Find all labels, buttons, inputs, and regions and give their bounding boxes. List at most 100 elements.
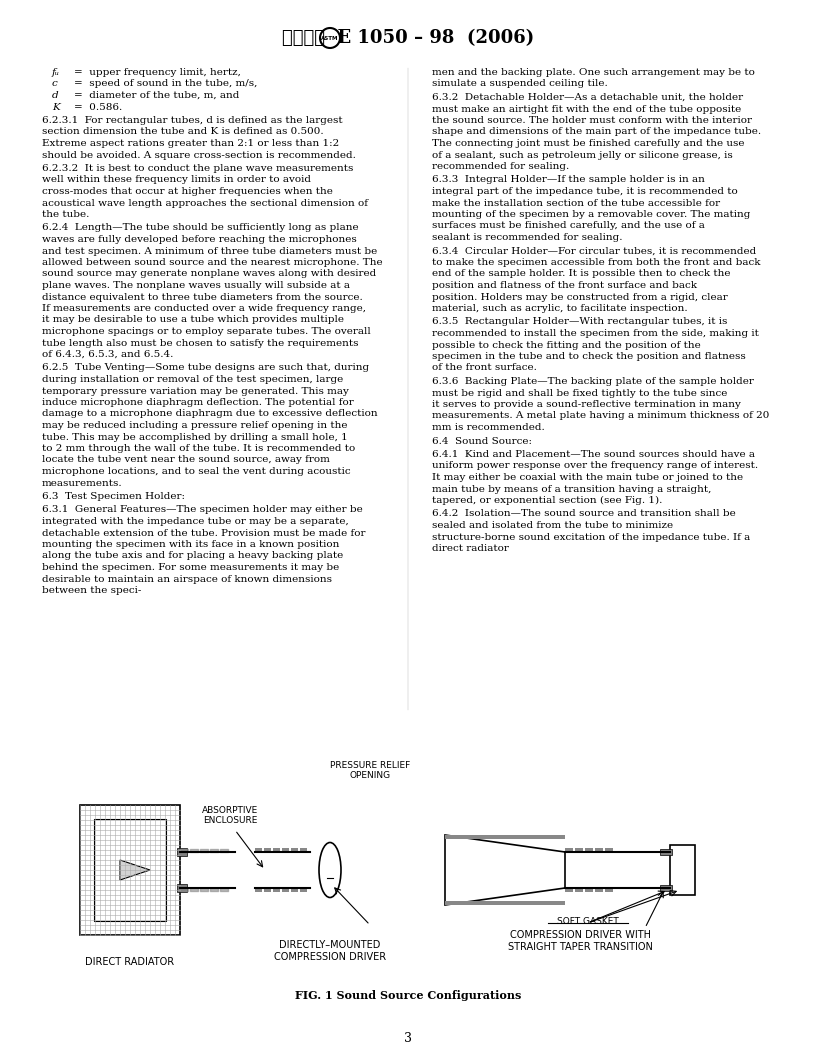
Text: sealant is recommended for sealing.: sealant is recommended for sealing. <box>432 233 623 242</box>
Bar <box>264 848 271 852</box>
Text: =  diameter of the tube, m, and: = diameter of the tube, m, and <box>74 91 239 100</box>
Text: Extreme aspect rations greater than 2:1 or less than 1:2: Extreme aspect rations greater than 2:1 … <box>42 139 339 148</box>
Text: of the front surface.: of the front surface. <box>432 363 537 373</box>
Text: section dimension the tube and K is defined as 0.500.: section dimension the tube and K is defi… <box>42 128 324 136</box>
Text: measurements.: measurements. <box>42 478 122 488</box>
Bar <box>94 819 166 921</box>
Text: direct radiator: direct radiator <box>432 544 509 553</box>
Polygon shape <box>120 860 150 880</box>
Text: possible to check the fitting and the position of the: possible to check the fitting and the po… <box>432 340 701 350</box>
Text: tube length also must be chosen to satisfy the requirements: tube length also must be chosen to satis… <box>42 339 358 347</box>
Text: 3: 3 <box>404 1032 412 1044</box>
Text: of 6.4.3, 6.5.3, and 6.5.4.: of 6.4.3, 6.5.3, and 6.5.4. <box>42 350 173 359</box>
Bar <box>177 884 187 892</box>
Text: c: c <box>52 79 58 89</box>
Bar <box>565 848 573 852</box>
Text: cross-modes that occur at higher frequencies when the: cross-modes that occur at higher frequen… <box>42 187 333 196</box>
Text: 6.3.5  Rectangular Holder—With rectangular tubes, it is: 6.3.5 Rectangular Holder—With rectangula… <box>432 318 727 326</box>
Text: 6.2.3.1  For rectangular tubes, d is defined as the largest: 6.2.3.1 For rectangular tubes, d is defi… <box>42 116 343 125</box>
Text: locate the tube vent near the sound source, away from: locate the tube vent near the sound sour… <box>42 455 330 465</box>
Text: DIRECT RADIATOR: DIRECT RADIATOR <box>86 957 175 967</box>
Text: must be rigid and shall be fixed tightly to the tube since: must be rigid and shall be fixed tightly… <box>432 389 727 397</box>
Text: should be avoided. A square cross-section is recommended.: should be avoided. A square cross-sectio… <box>42 151 356 159</box>
Bar <box>565 888 573 892</box>
Text: mounting of the specimen by a removable cover. The mating: mounting of the specimen by a removable … <box>432 210 751 219</box>
Bar <box>255 888 262 892</box>
Text: position and flatness of the front surface and back: position and flatness of the front surfa… <box>432 281 697 290</box>
Text: ABSORPTIVE
ENCLOSURE: ABSORPTIVE ENCLOSURE <box>202 806 258 825</box>
Text: 6.2.3.2  It is best to conduct the plane wave measurements: 6.2.3.2 It is best to conduct the plane … <box>42 164 353 173</box>
Text: =  upper frequency limit, hertz,: = upper frequency limit, hertz, <box>74 68 241 77</box>
Bar <box>575 848 583 852</box>
Text: ASTM: ASTM <box>322 36 339 40</box>
Text: waves are fully developed before reaching the microphones: waves are fully developed before reachin… <box>42 235 357 244</box>
Text: damage to a microphone diaphragm due to excessive deflection: damage to a microphone diaphragm due to … <box>42 410 378 418</box>
Bar <box>585 888 593 892</box>
Text: acoustical wave length approaches the sectional dimension of: acoustical wave length approaches the se… <box>42 199 368 207</box>
Bar <box>445 901 565 905</box>
Bar <box>595 888 603 892</box>
Bar <box>291 888 298 892</box>
Text: well within these frequency limits in order to avoid: well within these frequency limits in or… <box>42 175 311 185</box>
Text: temporary pressure variation may be generated. This may: temporary pressure variation may be gene… <box>42 386 349 396</box>
Bar <box>585 848 593 852</box>
Text: COMPRESSION DRIVER WITH
STRAIGHT TAPER TRANSITION: COMPRESSION DRIVER WITH STRAIGHT TAPER T… <box>508 930 653 951</box>
Bar <box>282 888 289 892</box>
Text: ⒶⓈⓉⒼ  E 1050 – 98  (2006): ⒶⓈⓉⒼ E 1050 – 98 (2006) <box>282 29 534 48</box>
Text: of a sealant, such as petroleum jelly or silicone grease, is: of a sealant, such as petroleum jelly or… <box>432 151 733 159</box>
Text: DIRECTLY–MOUNTED
COMPRESSION DRIVER: DIRECTLY–MOUNTED COMPRESSION DRIVER <box>274 941 386 962</box>
Text: integral part of the impedance tube, it is recommended to: integral part of the impedance tube, it … <box>432 187 738 196</box>
Text: mounting the specimen with its face in a known position: mounting the specimen with its face in a… <box>42 540 339 549</box>
Text: to 2 mm through the wall of the tube. It is recommended to: to 2 mm through the wall of the tube. It… <box>42 444 355 453</box>
Text: 6.3.6  Backing Plate—The backing plate of the sample holder: 6.3.6 Backing Plate—The backing plate of… <box>432 377 754 386</box>
Text: microphone spacings or to employ separate tubes. The overall: microphone spacings or to employ separat… <box>42 327 370 336</box>
Bar <box>660 849 672 855</box>
Bar <box>660 885 672 891</box>
Text: SOFT GASKET: SOFT GASKET <box>557 917 619 926</box>
Bar <box>273 888 280 892</box>
Text: must make an airtight fit with the end of the tube opposite: must make an airtight fit with the end o… <box>432 105 741 113</box>
Text: behind the specimen. For some measurements it may be: behind the specimen. For some measuremen… <box>42 563 339 572</box>
Text: between the speci-: between the speci- <box>42 586 141 595</box>
Text: 6.4.2  Isolation—The sound source and transition shall be: 6.4.2 Isolation—The sound source and tra… <box>432 509 736 518</box>
Text: 6.3.1  General Features—The specimen holder may either be: 6.3.1 General Features—The specimen hold… <box>42 506 363 514</box>
Text: sound source may generate nonplane waves along with desired: sound source may generate nonplane waves… <box>42 269 376 279</box>
Text: 6.4  Sound Source:: 6.4 Sound Source: <box>432 436 532 446</box>
Text: plane waves. The nonplane waves usually will subside at a: plane waves. The nonplane waves usually … <box>42 281 350 290</box>
Text: 6.3.3  Integral Holder—If the sample holder is in an: 6.3.3 Integral Holder—If the sample hold… <box>432 175 705 185</box>
Text: specimen in the tube and to check the position and flatness: specimen in the tube and to check the po… <box>432 352 746 361</box>
Text: it may be desirable to use a tube which provides multiple: it may be desirable to use a tube which … <box>42 316 344 324</box>
Text: make the installation section of the tube accessible for: make the installation section of the tub… <box>432 199 721 207</box>
Text: desirable to maintain an airspace of known dimensions: desirable to maintain an airspace of kno… <box>42 574 332 584</box>
Text: tube. This may be accomplished by drilling a small hole, 1: tube. This may be accomplished by drilli… <box>42 433 348 441</box>
Text: measurements. A metal plate having a minimum thickness of 20: measurements. A metal plate having a min… <box>432 412 769 420</box>
Text: sealed and isolated from the tube to minimize: sealed and isolated from the tube to min… <box>432 521 673 530</box>
Text: distance equivalent to three tube diameters from the source.: distance equivalent to three tube diamet… <box>42 293 363 302</box>
Text: allowed between sound source and the nearest microphone. The: allowed between sound source and the nea… <box>42 258 383 267</box>
Text: simulate a suspended ceiling tile.: simulate a suspended ceiling tile. <box>432 79 608 89</box>
Text: detachable extension of the tube. Provision must be made for: detachable extension of the tube. Provis… <box>42 528 366 538</box>
Text: the sound source. The holder must conform with the interior: the sound source. The holder must confor… <box>432 116 752 125</box>
Text: end of the sample holder. It is possible then to check the: end of the sample holder. It is possible… <box>432 269 730 279</box>
Text: d: d <box>52 91 59 100</box>
Text: 6.3.2  Detachable Holder—As a detachable unit, the holder: 6.3.2 Detachable Holder—As a detachable … <box>432 93 743 102</box>
Text: material, such as acrylic, to facilitate inspection.: material, such as acrylic, to facilitate… <box>432 304 688 313</box>
Bar <box>300 848 307 852</box>
Bar <box>264 888 271 892</box>
Text: The connecting joint must be finished carefully and the use: The connecting joint must be finished ca… <box>432 139 744 148</box>
Text: 6.3  Test Specimen Holder:: 6.3 Test Specimen Holder: <box>42 492 185 501</box>
Bar <box>273 848 280 852</box>
Text: position. Holders may be constructed from a rigid, clear: position. Holders may be constructed fro… <box>432 293 728 302</box>
Bar <box>605 888 613 892</box>
Text: and test specimen. A minimum of three tube diameters must be: and test specimen. A minimum of three tu… <box>42 246 377 256</box>
Text: the tube.: the tube. <box>42 210 90 219</box>
Text: shape and dimensions of the main part of the impedance tube.: shape and dimensions of the main part of… <box>432 128 761 136</box>
Text: main tube by means of a transition having a straight,: main tube by means of a transition havin… <box>432 485 712 493</box>
Text: PRESSURE RELIEF
OPENING: PRESSURE RELIEF OPENING <box>330 760 410 780</box>
Text: fᵤ: fᵤ <box>52 68 60 77</box>
Text: tapered, or exponential section (see Fig. 1).: tapered, or exponential section (see Fig… <box>432 496 663 505</box>
Text: induce microphone diaphragm deflection. The potential for: induce microphone diaphragm deflection. … <box>42 398 354 407</box>
Text: 6.3.4  Circular Holder—For circular tubes, it is recommended: 6.3.4 Circular Holder—For circular tubes… <box>432 246 756 256</box>
Bar <box>445 835 565 840</box>
Text: may be reduced including a pressure relief opening in the: may be reduced including a pressure reli… <box>42 421 348 430</box>
